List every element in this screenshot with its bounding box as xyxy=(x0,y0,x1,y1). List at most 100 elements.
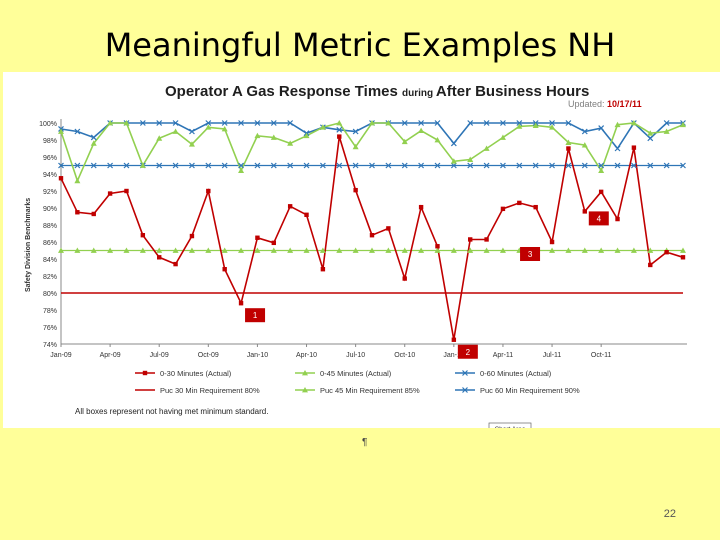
legend-entry: 0-45 Minutes (Actual) xyxy=(320,369,392,378)
data-point xyxy=(74,177,81,184)
data-point xyxy=(402,276,407,281)
data-point xyxy=(598,125,605,132)
requirement-point xyxy=(254,247,261,253)
legend-swatch-marker xyxy=(462,387,468,393)
y-tick-label: 86% xyxy=(43,240,57,247)
requirement-point xyxy=(499,247,506,253)
data-point xyxy=(467,120,474,126)
requirement-point xyxy=(123,247,130,253)
data-point xyxy=(157,255,162,260)
legend-swatch-marker xyxy=(462,370,468,376)
data-point xyxy=(598,189,604,195)
data-point xyxy=(107,191,113,196)
legend-entry: Puc 60 Min Requirement 90% xyxy=(480,386,580,395)
annotation-label: 3 xyxy=(528,250,533,259)
data-point xyxy=(222,267,227,272)
requirement-point xyxy=(319,162,326,169)
slide-number: 22 xyxy=(663,508,676,520)
requirement-point xyxy=(172,247,179,253)
annotation-label: 2 xyxy=(466,348,471,357)
data-point xyxy=(205,124,212,130)
data-point xyxy=(254,120,261,126)
data-point xyxy=(549,239,555,245)
requirement-point xyxy=(549,247,556,253)
data-point xyxy=(74,128,81,135)
x-tick-label: Jul-11 xyxy=(543,352,562,359)
data-point xyxy=(517,200,522,206)
requirement-point xyxy=(107,162,114,169)
requirement-point xyxy=(287,247,294,253)
data-point xyxy=(516,120,523,126)
data-point xyxy=(581,128,588,135)
chart-panel: Operator A Gas Response Times during Aft… xyxy=(3,72,720,428)
legend-swatch-marker xyxy=(302,370,308,376)
requirement-point xyxy=(74,247,81,253)
series-line-30min xyxy=(60,136,684,340)
data-point xyxy=(467,156,474,162)
requirement-point xyxy=(221,162,228,169)
y-tick-label: 94% xyxy=(43,172,57,179)
data-point xyxy=(287,140,294,146)
y-tick-label: 92% xyxy=(43,189,57,196)
requirement-point xyxy=(58,247,64,253)
requirement-point xyxy=(565,162,572,169)
requirement-point xyxy=(369,247,375,253)
requirement-point xyxy=(303,162,310,169)
requirement-point xyxy=(467,162,474,169)
requirement-point xyxy=(500,162,506,169)
requirement-point xyxy=(369,162,375,169)
x-tick-label: Jul-10 xyxy=(346,352,365,359)
requirement-point xyxy=(434,162,441,169)
data-point xyxy=(58,176,64,181)
data-point xyxy=(90,134,97,141)
requirement-point xyxy=(221,247,228,253)
data-point xyxy=(189,128,195,135)
data-point xyxy=(581,142,588,148)
data-point xyxy=(450,158,457,164)
x-tick-label: Apr-11 xyxy=(493,352,514,359)
data-point xyxy=(238,167,245,173)
requirement-point xyxy=(483,247,490,253)
data-point xyxy=(500,206,506,212)
data-point xyxy=(483,145,490,151)
x-tick-label: Jan-10 xyxy=(247,352,269,359)
requirement-point xyxy=(532,162,539,169)
data-point xyxy=(401,138,408,145)
data-point xyxy=(549,124,556,130)
data-point xyxy=(337,134,342,139)
x-tick-label: Apr-10 xyxy=(296,352,317,359)
requirement-point xyxy=(303,247,310,253)
data-point xyxy=(352,128,359,135)
data-point xyxy=(156,120,163,126)
requirement-point xyxy=(630,162,637,169)
data-point xyxy=(319,124,326,130)
data-point xyxy=(630,120,637,126)
annotation-box xyxy=(588,211,609,226)
data-point xyxy=(270,120,277,126)
data-point xyxy=(468,237,473,242)
requirement-point xyxy=(401,162,408,169)
y-tick-label: 96% xyxy=(43,155,57,162)
data-point xyxy=(663,128,670,134)
requirement-point xyxy=(614,247,621,253)
data-point xyxy=(516,123,523,129)
requirement-point xyxy=(188,247,195,253)
slide-title: Meaningful Metric Examples NH xyxy=(104,26,616,64)
x-tick-label: Oct-11 xyxy=(591,352,612,359)
x-tick-label: Jan-11 xyxy=(443,352,464,359)
y-tick-label: 76% xyxy=(43,325,57,332)
annotation-label: 1 xyxy=(253,311,258,320)
data-point xyxy=(91,211,96,217)
data-point xyxy=(140,233,146,238)
chart-footnote: All boxes represent not having met minim… xyxy=(75,407,268,416)
data-point xyxy=(271,240,276,246)
data-point xyxy=(483,120,490,126)
data-point xyxy=(664,250,669,255)
data-point xyxy=(566,146,571,151)
x-tick-label: Apr-09 xyxy=(100,352,121,359)
data-point xyxy=(205,120,212,126)
data-point xyxy=(532,122,539,128)
legend-entry: Puc 45 Min Requirement 85% xyxy=(320,386,420,395)
data-point xyxy=(647,135,654,142)
requirement-point xyxy=(352,247,359,253)
